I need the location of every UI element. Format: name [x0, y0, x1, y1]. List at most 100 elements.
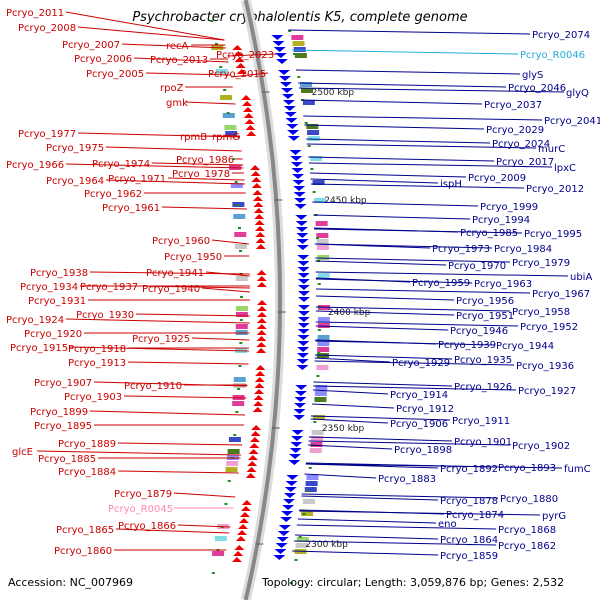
- gene-category-mark: [228, 437, 241, 442]
- tick-mark: [294, 559, 298, 561]
- reverse-gene-mark: [278, 525, 291, 530]
- gene-category-mark: [224, 125, 237, 130]
- tick-mark: [310, 168, 314, 170]
- forward-gene-mark: [233, 51, 244, 56]
- right-gene-label: murC: [538, 144, 565, 155]
- right-label-leader: [312, 201, 479, 207]
- reverse-gene-mark: [289, 150, 302, 155]
- left-label-leader: [117, 442, 243, 446]
- reverse-gene-mark: [277, 531, 290, 536]
- forward-gene-mark: [256, 312, 267, 317]
- left-gene-label: Pcryo_1938: [30, 268, 88, 279]
- left-label-leader: [201, 287, 251, 293]
- gene-category-mark: [300, 82, 313, 87]
- left-gene-label: Pcryo_1860: [54, 546, 112, 557]
- forward-gene-mark: [238, 524, 249, 529]
- forward-gene-mark: [247, 461, 258, 466]
- forward-gene-mark: [235, 536, 246, 541]
- tick-mark: [238, 365, 242, 367]
- forward-gene-mark: [245, 125, 256, 130]
- gene-category-mark: [303, 499, 316, 504]
- reverse-gene-mark: [286, 475, 299, 480]
- tick-mark: [233, 434, 237, 436]
- right-gene-label: Pcryo_1984: [494, 244, 552, 255]
- reverse-gene-mark: [292, 174, 305, 179]
- gene-category-mark: [317, 323, 330, 328]
- forward-gene-mark: [250, 171, 261, 176]
- reverse-gene-mark: [283, 493, 296, 498]
- left-gene-label: Pcryo_1915: [10, 343, 68, 354]
- right-label-leader: [299, 510, 541, 516]
- reverse-gene-mark: [281, 511, 294, 516]
- reverse-gene-mark: [291, 436, 304, 441]
- left-label-leader: [127, 361, 249, 365]
- reverse-gene-mark: [283, 106, 296, 111]
- right-label-leader: [297, 518, 437, 524]
- right-gene-label: Pcryo_1963: [474, 279, 532, 290]
- reverse-gene-mark: [285, 118, 298, 123]
- right-gene-label: Pcryo_1967: [532, 289, 590, 300]
- reverse-gene-mark: [294, 391, 307, 396]
- reverse-gene-mark: [292, 180, 305, 185]
- left-gene-label: Pcryo_1971: [108, 174, 166, 185]
- gene-category-mark: [311, 436, 324, 441]
- reverse-gene-mark: [280, 517, 293, 522]
- reverse-gene-mark: [282, 100, 295, 105]
- left-label-leader: [227, 53, 277, 57]
- forward-gene-mark: [253, 401, 264, 406]
- gene-category-mark: [292, 41, 305, 46]
- left-gene-label: Pcryo_2023: [216, 50, 274, 61]
- left-gene-label: rpmB: [180, 132, 207, 143]
- right-label-leader: [305, 463, 563, 469]
- reverse-gene-mark: [297, 323, 310, 328]
- right-gene-label: ubiA: [570, 272, 592, 283]
- reverse-gene-mark: [272, 41, 285, 46]
- reverse-gene-mark: [281, 94, 294, 99]
- right-label-leader: [309, 172, 467, 178]
- forward-gene-mark: [231, 557, 242, 562]
- reverse-gene-mark: [297, 305, 310, 310]
- left-gene-label: Pcryo_R0045: [108, 504, 173, 515]
- tick-mark: [239, 319, 243, 321]
- left-gene-label: Pcryo_2007: [62, 40, 120, 51]
- forward-gene-mark: [256, 318, 267, 323]
- forward-gene-mark: [256, 282, 267, 287]
- forward-gene-mark: [256, 342, 267, 347]
- forward-gene-mark: [239, 518, 250, 523]
- tick-mark: [313, 421, 317, 423]
- right-label-leader: [295, 69, 521, 75]
- left-label-leader: [139, 285, 250, 289]
- forward-gene-mark: [241, 500, 252, 505]
- forward-gene-mark: [233, 551, 244, 556]
- tick-mark: [219, 66, 223, 68]
- reverse-gene-mark: [274, 53, 287, 58]
- reverse-gene-mark: [291, 430, 304, 435]
- gene-category-mark: [317, 273, 330, 278]
- left-gene-label: Pcryo_1975: [46, 143, 104, 154]
- right-gene-label: Pcryo_1994: [472, 215, 530, 226]
- gene-category-mark: [233, 214, 246, 219]
- forward-gene-mark: [256, 270, 267, 275]
- right-gene-label: Pcryo_2074: [532, 30, 590, 41]
- forward-gene-mark: [245, 473, 256, 478]
- gene-category-mark: [309, 448, 322, 453]
- left-label-leader: [65, 11, 225, 41]
- gene-category-mark: [296, 537, 309, 542]
- tick-mark: [237, 227, 241, 229]
- gene-category-mark: [304, 487, 317, 492]
- gene-category-mark: [300, 88, 313, 93]
- gene-category-mark: [212, 551, 225, 556]
- reverse-gene-mark: [297, 273, 310, 278]
- left-gene-label: Pcryo_1986: [176, 155, 234, 166]
- kbp-tick-label: 2300 kbp: [305, 540, 348, 550]
- left-gene-label: recA: [166, 41, 189, 52]
- right-label-leader: [315, 295, 455, 301]
- forward-gene-mark: [253, 395, 264, 400]
- reverse-gene-mark: [275, 59, 288, 64]
- right-label-leader: [315, 271, 569, 277]
- right-gene-label: Pcryo_1944: [496, 341, 554, 352]
- forward-gene-mark: [234, 57, 245, 62]
- left-label-leader: [205, 271, 250, 277]
- gene-category-mark: [317, 347, 330, 352]
- reverse-gene-mark: [287, 136, 300, 141]
